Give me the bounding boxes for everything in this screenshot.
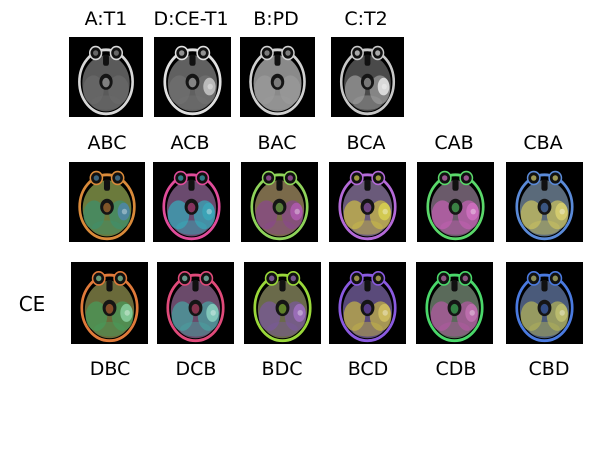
mri-tile [329,262,406,344]
label-bot-dcb: DCB [175,358,217,380]
mri-tile [244,262,321,344]
mri-slice-graphic [166,271,225,343]
mri-tile [506,262,583,344]
mri-slice-graphic [426,170,485,241]
mri-tile [153,162,230,242]
label-bot-dbc: DBC [89,358,131,380]
label-mid-abc: ABC [87,132,127,154]
mri-tile [506,162,583,242]
label-top-b: B:PD [253,8,299,30]
label-mid-acb: ACB [170,132,210,154]
label-bot-bcd: BCD [347,358,389,380]
mri-tile [417,162,494,242]
label-top-d: D:CE-T1 [153,8,229,30]
mri-tile [329,162,406,242]
mri-tile [416,262,493,344]
mri-tile [69,162,145,242]
mri-tile [157,262,234,344]
mri-tile [331,37,404,117]
mri-tile [154,37,231,117]
label-mid-bca: BCA [346,132,386,154]
mri-tile [240,37,315,117]
mri-tile [71,262,148,344]
mri-slice-graphic [250,170,309,241]
label-mid-cba: CBA [523,132,563,154]
mri-slice-graphic [515,170,574,241]
mri-tile [69,37,143,117]
mri-slice-graphic [249,45,306,116]
label-mid-bac: BAC [257,132,297,154]
label-bot-bdc: BDC [261,358,303,380]
label-mid-cab: CAB [434,132,474,154]
label-bot-cdb: CDB [435,358,477,380]
mri-slice-graphic [425,271,484,343]
label-top-c: C:T2 [344,8,388,30]
label-bot-cbd: CBD [528,358,570,380]
mri-slice-graphic [253,271,312,343]
mri-slice-graphic [78,45,134,116]
label-top-a: A:T1 [84,8,128,30]
mri-slice-graphic [338,271,397,343]
mri-slice-graphic [78,170,136,241]
mri-slice-graphic [162,170,221,241]
mri-slice-graphic [515,271,574,343]
mri-tile [241,162,318,242]
mri-slice-graphic [80,271,139,343]
row-label-ce: CE [18,292,46,316]
mri-slice-graphic [163,45,222,116]
mri-slice-graphic [339,45,396,116]
mri-slice-graphic [338,170,397,241]
